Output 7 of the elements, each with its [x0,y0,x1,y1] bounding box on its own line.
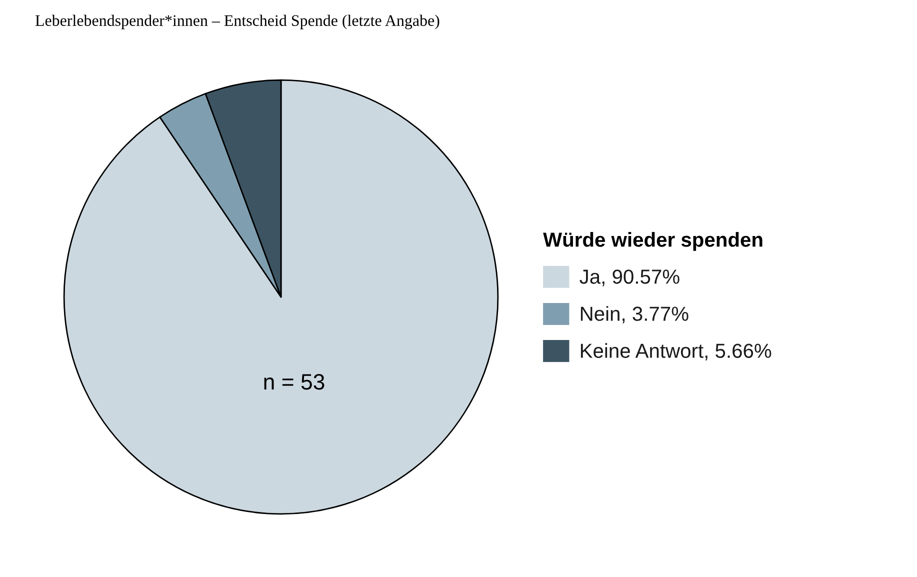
text: n = 53 [264,374,324,390]
legend-label: Ja, 90.57% [580,270,680,286]
legend-title: Würde wieder spenden [543,232,762,251]
chart-title: Leberlebendspender*innen – Entscheid Spende (letzte Angabe) [35,14,440,30]
pie-slice [63,79,499,515]
legend-label: Nein, 3.77% [580,306,688,324]
legend-label: Keine Antwort, 5.66% [580,343,772,360]
